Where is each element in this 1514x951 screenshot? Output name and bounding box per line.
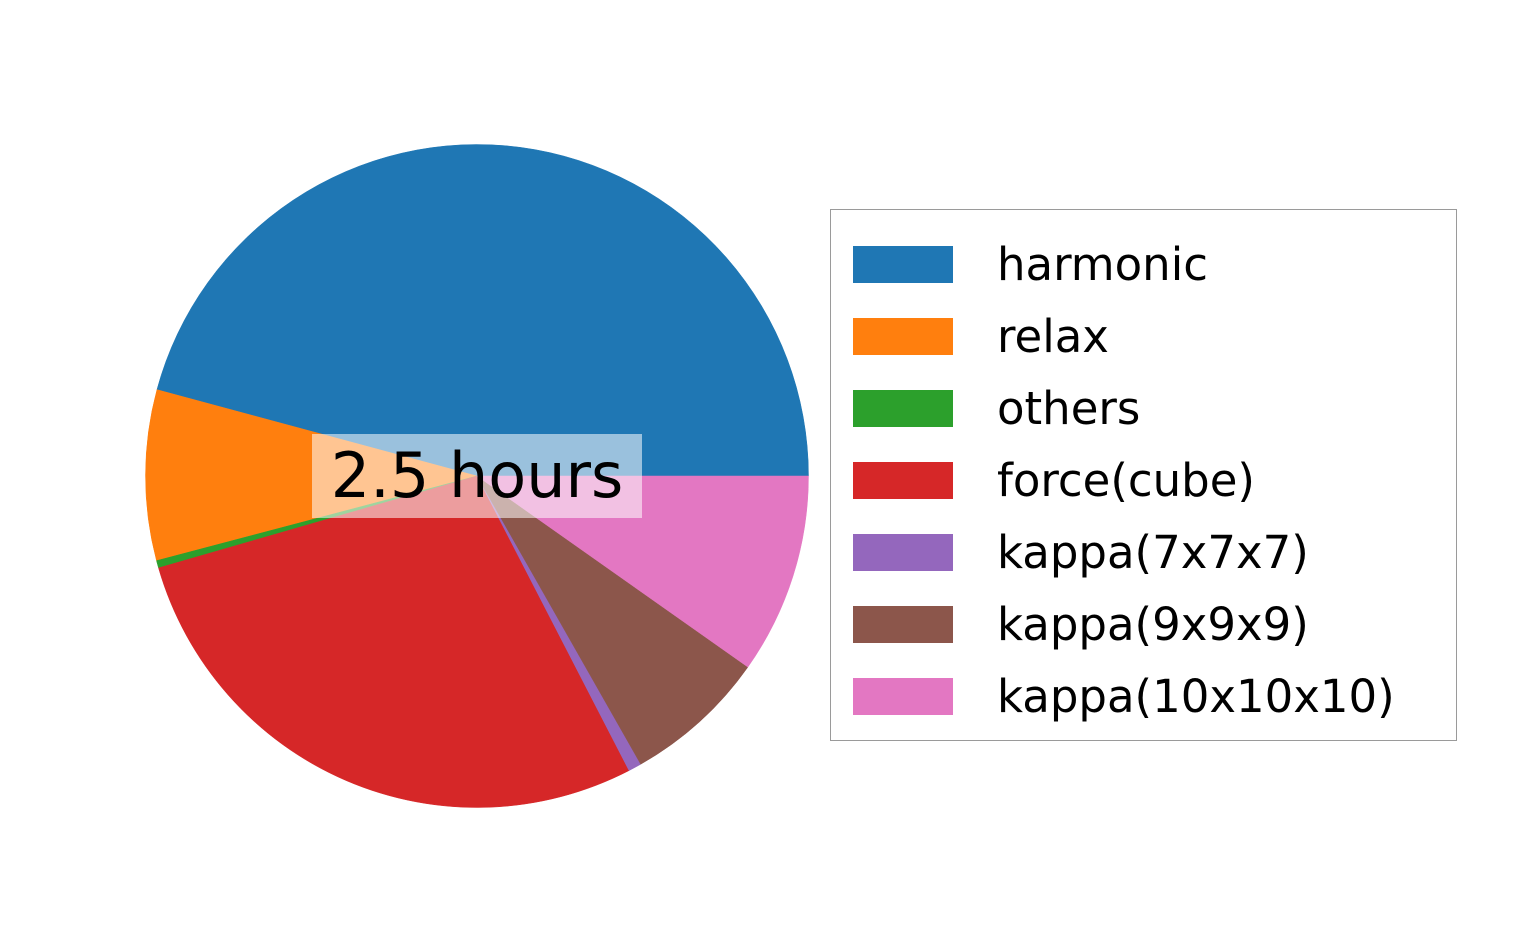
pie-slice[interactable] [156,144,809,477]
legend-item-label: kappa(9x9x9) [997,597,1309,651]
legend-color-swatch [853,605,953,643]
legend-item-label: others [997,381,1141,435]
pie-svg [145,144,809,808]
legend-item-label: force(cube) [997,453,1255,507]
legend-rows: harmonic relax others force(cube) kappa(7x7x… [831,228,1456,732]
pie-slices [145,144,809,808]
legend-color-swatch [853,245,953,283]
chart-legend: harmonic relax others force(cube) kappa(7x7x… [830,209,1457,741]
pie-slice[interactable] [476,475,809,668]
legend-item-label: kappa(7x7x7) [997,525,1309,579]
pie-slice[interactable] [145,389,478,561]
pie-slice[interactable] [476,475,749,765]
legend-color-swatch [853,461,953,499]
legend-item[interactable]: kappa(9x9x9) [831,588,1456,660]
legend-item[interactable]: kappa(10x10x10) [831,660,1456,732]
legend-item[interactable]: others [831,372,1456,444]
legend-item-label: harmonic [997,237,1208,291]
legend-item[interactable]: harmonic [831,228,1456,300]
pie-slice[interactable] [158,475,630,808]
legend-item[interactable]: kappa(7x7x7) [831,516,1456,588]
legend-color-swatch [853,677,953,715]
legend-item-label: kappa(10x10x10) [997,669,1395,723]
legend-color-swatch [853,389,953,427]
legend-item[interactable]: relax [831,300,1456,372]
pie-chart-area [145,144,809,808]
legend-color-swatch [853,317,953,355]
legend-item[interactable]: force(cube) [831,444,1456,516]
legend-item-label: relax [997,309,1109,363]
legend-color-swatch [853,533,953,571]
